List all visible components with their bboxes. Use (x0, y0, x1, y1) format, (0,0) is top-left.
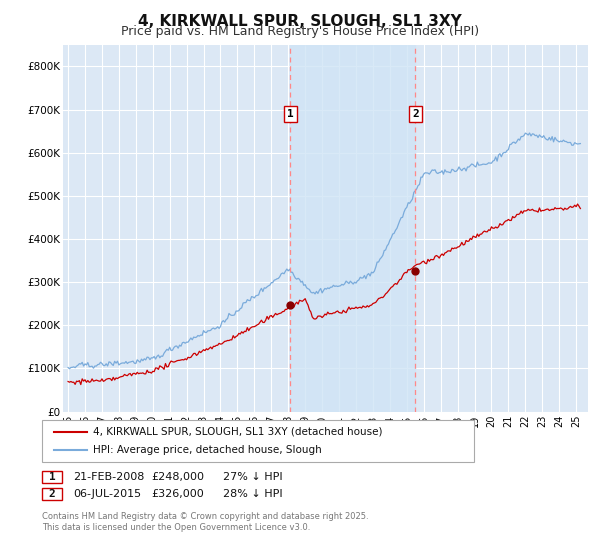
Text: £248,000: £248,000 (151, 472, 204, 482)
Text: 2: 2 (412, 109, 419, 119)
Text: 4, KIRKWALL SPUR, SLOUGH, SL1 3XY: 4, KIRKWALL SPUR, SLOUGH, SL1 3XY (138, 14, 462, 29)
Text: 06-JUL-2015: 06-JUL-2015 (73, 489, 142, 499)
Text: HPI: Average price, detached house, Slough: HPI: Average price, detached house, Slou… (93, 445, 322, 455)
Text: 2: 2 (49, 489, 56, 499)
Text: 21-FEB-2008: 21-FEB-2008 (73, 472, 145, 482)
Text: £326,000: £326,000 (151, 489, 204, 499)
Text: 28% ↓ HPI: 28% ↓ HPI (223, 489, 283, 499)
Text: 4, KIRKWALL SPUR, SLOUGH, SL1 3XY (detached house): 4, KIRKWALL SPUR, SLOUGH, SL1 3XY (detac… (93, 427, 383, 437)
Text: Price paid vs. HM Land Registry's House Price Index (HPI): Price paid vs. HM Land Registry's House … (121, 25, 479, 38)
Text: 27% ↓ HPI: 27% ↓ HPI (223, 472, 283, 482)
Text: 1: 1 (287, 109, 294, 119)
Text: Contains HM Land Registry data © Crown copyright and database right 2025.
This d: Contains HM Land Registry data © Crown c… (42, 512, 368, 532)
Bar (290, 45, 415, 412)
Text: 1: 1 (49, 472, 56, 482)
